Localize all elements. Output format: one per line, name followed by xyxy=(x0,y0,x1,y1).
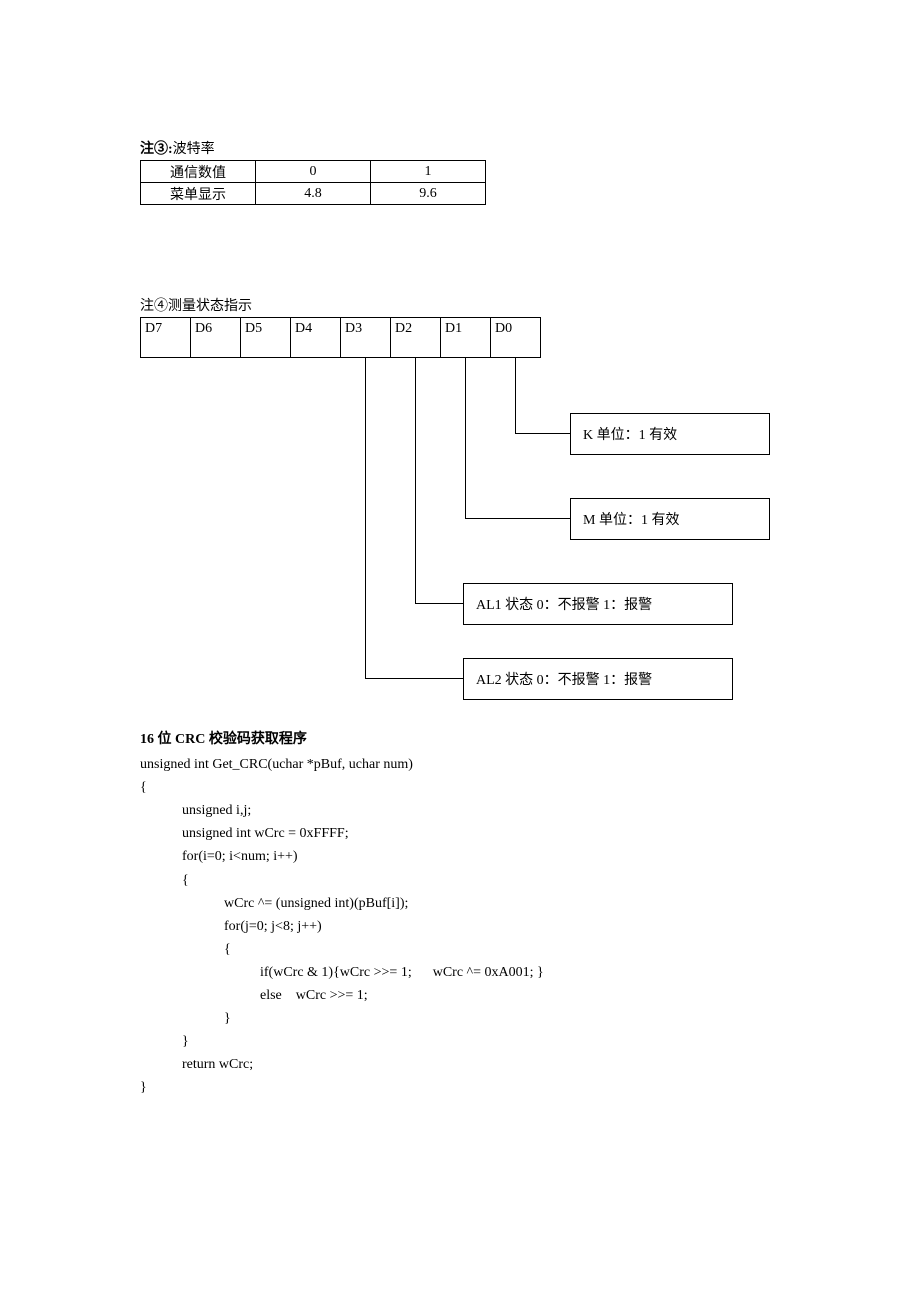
code-line: else wCrc >>= 1; xyxy=(140,984,780,1007)
bit-d0: D0 xyxy=(491,318,541,358)
connector-line xyxy=(515,433,570,434)
baud-row2-label: 菜单显示 xyxy=(141,183,256,205)
code-line: } xyxy=(140,1030,780,1053)
desc-d1-text: M 单位：1 有效 xyxy=(583,513,679,528)
note4-title: 测量状态指示 xyxy=(168,299,252,314)
crc-code-section: 16 位 CRC 校验码获取程序 unsigned int Get_CRC(uc… xyxy=(140,728,780,1100)
desc-d0-text: K 单位：1 有效 xyxy=(583,428,677,443)
connector-line xyxy=(465,518,570,519)
table-row: 菜单显示 4.8 9.6 xyxy=(141,183,486,205)
code-line: unsigned i,j; xyxy=(140,799,780,822)
bit-d6: D6 xyxy=(191,318,241,358)
code-line: } xyxy=(140,1007,780,1030)
code-line: { xyxy=(140,869,780,892)
code-line: { xyxy=(140,776,780,799)
note3-title: 波特率 xyxy=(173,142,215,157)
connector-line xyxy=(365,678,463,679)
bit-diagram: K 单位：1 有效 M 单位：1 有效 AL1 状态 0：不报警 1：报警 AL… xyxy=(140,358,780,698)
baud-row1-v0: 0 xyxy=(256,161,371,183)
bit-d3: D3 xyxy=(341,318,391,358)
desc-d3-text: AL2 状态 0：不报警 1：报警 xyxy=(476,673,652,688)
desc-box-d3: AL2 状态 0：不报警 1：报警 xyxy=(463,658,733,700)
bit-d1: D1 xyxy=(441,318,491,358)
note4-heading: 注④测量状态指示 xyxy=(140,295,780,315)
baud-rate-table: 通信数值 0 1 菜单显示 4.8 9.6 xyxy=(140,160,486,205)
note3-heading: 注③:波特率 xyxy=(140,138,780,158)
baud-row2-v0: 4.8 xyxy=(256,183,371,205)
connector-line xyxy=(415,603,463,604)
code-line: } xyxy=(140,1076,780,1099)
bit-d4: D4 xyxy=(291,318,341,358)
note3-prefix: 注③: xyxy=(140,142,173,157)
table-row: 通信数值 0 1 xyxy=(141,161,486,183)
desc-box-d2: AL1 状态 0：不报警 1：报警 xyxy=(463,583,733,625)
code-line: if(wCrc & 1){wCrc >>= 1; wCrc ^= 0xA001;… xyxy=(140,961,780,984)
code-title: 16 位 CRC 校验码获取程序 xyxy=(140,728,780,751)
desc-box-d1: M 单位：1 有效 xyxy=(570,498,770,540)
baud-row1-v1: 1 xyxy=(371,161,486,183)
table-row: D7 D6 D5 D4 D3 D2 D1 D0 xyxy=(141,318,541,358)
baud-row2-v1: 9.6 xyxy=(371,183,486,205)
bit-d7: D7 xyxy=(141,318,191,358)
bit-d5: D5 xyxy=(241,318,291,358)
code-line: wCrc ^= (unsigned int)(pBuf[i]); xyxy=(140,892,780,915)
code-line: for(i=0; i<num; i++) xyxy=(140,845,780,868)
baud-row1-label: 通信数值 xyxy=(141,161,256,183)
desc-box-d0: K 单位：1 有效 xyxy=(570,413,770,455)
code-line: return wCrc; xyxy=(140,1053,780,1076)
connector-line xyxy=(365,358,366,678)
connector-line xyxy=(465,358,466,518)
code-line: unsigned int Get_CRC(uchar *pBuf, uchar … xyxy=(140,753,780,776)
note4-prefix: 注④ xyxy=(140,299,168,314)
connector-line xyxy=(415,358,416,603)
bit-d2: D2 xyxy=(391,318,441,358)
code-line: { xyxy=(140,938,780,961)
bit-table: D7 D6 D5 D4 D3 D2 D1 D0 xyxy=(140,317,541,358)
desc-d2-text: AL1 状态 0：不报警 1：报警 xyxy=(476,598,652,613)
connector-line xyxy=(515,358,516,433)
code-line: for(j=0; j<8; j++) xyxy=(140,915,780,938)
code-line: unsigned int wCrc = 0xFFFF; xyxy=(140,822,780,845)
